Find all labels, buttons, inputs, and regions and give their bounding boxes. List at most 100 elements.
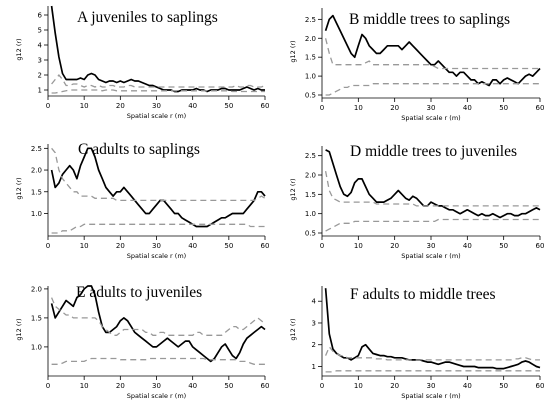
chart-panel-e: 0 10 20 30 40 50 60 1.0 1.5 2.0 Spatial scale r (m… (15, 284, 269, 400)
x-tick-label: 10 (80, 102, 89, 110)
x-axis-label: Spatial scale r (m) (127, 252, 186, 260)
y-tick-label: 1.5 (305, 54, 316, 62)
y-tick-label: 0.5 (305, 230, 316, 238)
x-tick-label: 60 (536, 104, 545, 112)
x-tick-label: 20 (116, 242, 125, 250)
upper-envelope-line (325, 345, 540, 361)
x-tick-label: 40 (463, 242, 472, 250)
x-tick-label: 60 (261, 382, 270, 390)
x-tick-label: 20 (390, 242, 399, 250)
x-tick-label: 40 (188, 382, 197, 390)
y-axis-label: g12 (r) (15, 177, 23, 199)
y-tick-label: 1.0 (31, 210, 42, 218)
x-tick-label: 50 (224, 242, 233, 250)
x-tick-label: 10 (354, 104, 363, 112)
x-tick-label: 0 (46, 102, 50, 110)
upper-envelope-line (324, 38, 540, 70)
panel-title: C adults to saplings (78, 141, 200, 158)
y-tick-label: 2.5 (31, 145, 42, 153)
y-axis-label: g12 (r) (15, 318, 23, 340)
x-tick-label: 30 (427, 242, 436, 250)
upper-envelope-line (51, 73, 266, 88)
x-axis-label: Spatial scale r (m) (127, 392, 186, 400)
y-tick-label: 2 (312, 341, 316, 349)
panel-title: E adults to juveniles (76, 284, 202, 301)
x-tick-label: 50 (499, 104, 508, 112)
y-tick-label: 1.0 (305, 210, 316, 218)
y-tick-label: 1.5 (31, 314, 42, 322)
y-tick-label: 2.0 (305, 35, 316, 43)
y-tick-label: 1.0 (31, 343, 42, 351)
x-axis-label: Spatial scale r (m) (401, 392, 460, 400)
observed-g12-line (50, 147, 266, 228)
panel-title: F adults to middle trees (350, 286, 496, 303)
x-tick-label: 0 (320, 104, 324, 112)
x-tick-label: 40 (188, 242, 197, 250)
lower-envelope-line (51, 223, 265, 234)
upper-envelope-line (51, 147, 266, 202)
y-tick-label: 2.0 (305, 172, 316, 180)
y-tick-label: 2.5 (305, 152, 316, 160)
x-tick-label: 20 (390, 104, 399, 112)
panel-title: A juveniles to saplings (77, 9, 218, 26)
y-tick-label: 1.5 (31, 188, 42, 196)
y-tick-label: 1 (312, 363, 316, 371)
observed-g12-line (325, 149, 541, 219)
chart-panel-f: 0 10 20 30 40 50 60 1 2 3 4 Spatial scale r (m) g12 … (289, 286, 544, 400)
x-axis-label: Spatial scale r (m) (401, 114, 460, 122)
x-tick-label: 30 (152, 382, 161, 390)
observed-g12-line (324, 288, 541, 370)
y-tick-label: 2 (38, 72, 42, 80)
x-tick-label: 10 (354, 382, 363, 390)
x-tick-label: 50 (499, 242, 508, 250)
x-tick-label: 20 (116, 382, 125, 390)
y-tick-label: 1.0 (305, 73, 316, 81)
x-tick-label: 20 (116, 102, 125, 110)
x-tick-label: 30 (427, 382, 436, 390)
y-tick-label: 3 (312, 319, 316, 327)
y-tick-label: 6 (38, 12, 43, 20)
x-tick-label: 0 (46, 382, 50, 390)
upper-envelope-line (50, 297, 266, 336)
x-tick-label: 0 (320, 242, 324, 250)
x-axis-label: Spatial scale r (m) (401, 252, 460, 260)
y-tick-label: 2.5 (305, 16, 316, 24)
x-tick-label: 0 (320, 382, 324, 390)
y-axis-label: g12 (r) (289, 178, 297, 200)
y-axis-label: g12 (r) (289, 40, 297, 62)
y-tick-label: 1 (38, 87, 42, 95)
x-tick-label: 50 (499, 382, 508, 390)
chart-panel-d: 0 10 20 30 40 50 60 0.5 1.0 1.5 2.0 2.5 Spatial scal… (289, 143, 544, 260)
x-tick-label: 40 (188, 102, 197, 110)
x-tick-label: 20 (390, 382, 399, 390)
y-tick-label: 5 (38, 27, 42, 35)
y-tick-label: 0.5 (305, 92, 316, 100)
lower-envelope-line (325, 83, 540, 96)
observed-g12-line (50, 285, 266, 363)
chart-panel-b: 0 10 20 30 40 50 60 0.5 1.0 1.5 2.0 2.5 Spatial scal… (289, 8, 544, 122)
y-axis-label: g12 (r) (15, 38, 23, 60)
x-tick-label: 0 (46, 242, 50, 250)
lower-envelope-line (325, 218, 540, 232)
x-tick-label: 40 (463, 104, 472, 112)
x-tick-label: 60 (536, 242, 545, 250)
x-tick-label: 40 (463, 382, 472, 390)
x-tick-label: 60 (536, 382, 545, 390)
x-tick-label: 50 (224, 102, 233, 110)
x-tick-label: 10 (354, 242, 363, 250)
y-axis-label: g12 (r) (289, 318, 297, 340)
lower-envelope-line (51, 357, 265, 365)
y-tick-label: 1.5 (305, 191, 316, 199)
y-tick-label: 2.0 (31, 285, 42, 293)
y-tick-label: 3 (38, 57, 42, 65)
x-axis-label: Spatial scale r (m) (127, 112, 186, 120)
lower-envelope-line (51, 89, 265, 94)
x-tick-label: 30 (427, 104, 436, 112)
observed-g12-line (50, 5, 265, 93)
y-tick-label: 4 (312, 298, 317, 306)
panel-title: D middle trees to juveniles (350, 143, 517, 160)
x-tick-label: 30 (152, 102, 161, 110)
x-tick-label: 60 (261, 102, 270, 110)
lower-envelope-line (325, 370, 540, 373)
